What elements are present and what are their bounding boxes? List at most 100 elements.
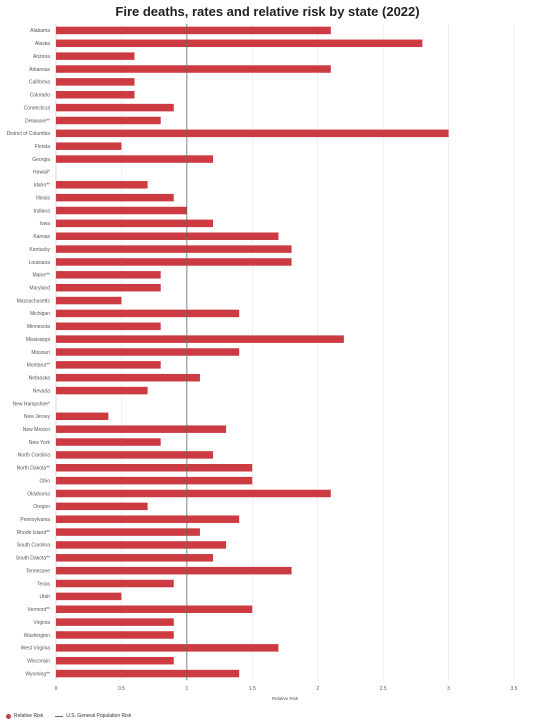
category-label-31: New Mexico xyxy=(23,427,50,433)
chart-title: Fire deaths, rates and relative risk by … xyxy=(115,4,420,19)
bar-arkansas[interactable] xyxy=(56,65,331,73)
category-labels: Alabama Alaska Arizona Arkansas California Co… xyxy=(7,28,51,677)
bar-nevada[interactable] xyxy=(56,386,148,395)
bar-new-york[interactable] xyxy=(56,438,161,446)
bar-vermont[interactable] xyxy=(56,605,253,614)
category-label-34: North Dakota** xyxy=(17,466,50,472)
category-label-6: Connecticut xyxy=(24,105,51,111)
category-label-28: Nevada xyxy=(33,388,50,394)
category-label-37: Oregon xyxy=(33,504,50,510)
bar-kansas[interactable] xyxy=(56,232,279,240)
bar-wyoming[interactable] xyxy=(56,669,240,678)
category-label-49: Wisconsin xyxy=(27,659,50,665)
bar-new-mexico[interactable] xyxy=(56,425,227,433)
category-label-1: Alaska xyxy=(35,41,50,47)
category-label-22: Michigan xyxy=(30,311,50,317)
category-label-0: Alabama xyxy=(30,28,50,34)
category-label-17: Kentucky xyxy=(29,247,50,253)
category-label-40: South Carolina xyxy=(17,543,50,549)
category-label-20: Maryland xyxy=(29,285,50,291)
bar-delaware[interactable] xyxy=(56,116,161,125)
bar-south-carolina[interactable] xyxy=(56,541,227,549)
bar-nebraska[interactable] xyxy=(56,373,200,382)
bar-mississippi[interactable] xyxy=(56,335,344,343)
x-tick-label-1: 0.5 xyxy=(118,686,125,692)
bar-texas[interactable] xyxy=(56,579,174,588)
category-label-3: Arkansas xyxy=(29,67,50,73)
category-label-25: Missouri xyxy=(31,350,50,356)
category-label-2: Arizona xyxy=(33,54,50,60)
category-label-27: Nebraska xyxy=(29,376,51,382)
bar-missouri[interactable] xyxy=(56,348,240,356)
bar-idaho[interactable] xyxy=(56,181,148,189)
category-label-47: Washington xyxy=(24,633,50,639)
category-label-50: Wyoming** xyxy=(25,671,50,677)
x-tick-labels: 0 0.5 1 1.5 2 2.5 3 3.5 xyxy=(55,686,518,692)
x-tick-label-4: 2 xyxy=(316,686,319,692)
bar-ohio[interactable] xyxy=(56,476,253,485)
bar-massachusetts[interactable] xyxy=(56,296,122,305)
category-label-11: Hawaii* xyxy=(33,170,50,176)
x-tick-label-7: 3.5 xyxy=(511,686,518,692)
bar-oregon[interactable] xyxy=(56,502,148,511)
bar-illinois[interactable] xyxy=(56,193,174,202)
bar-virginia[interactable] xyxy=(56,618,174,626)
category-label-30: New Jersey xyxy=(24,414,51,420)
bar-colorado[interactable] xyxy=(56,90,135,99)
category-label-23: Minnesota xyxy=(27,324,50,330)
x-tick-label-6: 3 xyxy=(447,686,450,692)
category-label-42: Tennessee xyxy=(26,568,50,574)
bar-alaska[interactable] xyxy=(56,39,423,48)
category-label-21: Massachusetts xyxy=(17,298,51,304)
bar-minnesota[interactable] xyxy=(56,322,161,331)
category-label-9: Florida xyxy=(35,144,51,150)
bars xyxy=(56,26,449,678)
bar-west-virginia[interactable] xyxy=(56,644,279,652)
category-label-39: Rhode Island** xyxy=(17,530,50,536)
bar-pennsylvania[interactable] xyxy=(56,515,240,523)
bar-district-of-columbia[interactable] xyxy=(56,129,449,138)
legend-item-us-general-population-risk[interactable]: U.S. General Population Risk xyxy=(55,713,131,719)
bar-rhode-island[interactable] xyxy=(56,528,200,536)
category-label-36: Oklahoma xyxy=(27,491,50,497)
bar-utah[interactable] xyxy=(56,592,122,601)
bar-maryland[interactable] xyxy=(56,283,161,292)
bar-california[interactable] xyxy=(56,78,135,86)
bar-new-jersey[interactable] xyxy=(56,412,109,421)
bar-iowa[interactable] xyxy=(56,219,214,228)
bar-wisconsin[interactable] xyxy=(56,656,174,665)
category-label-44: Utah xyxy=(39,594,50,600)
bar-connecticut[interactable] xyxy=(56,103,174,112)
category-label-19: Maine** xyxy=(32,273,50,279)
bar-kentucky[interactable] xyxy=(56,245,292,253)
bar-georgia[interactable] xyxy=(56,155,214,163)
legend-item-relative-risk[interactable]: Relative Risk xyxy=(6,713,43,719)
bar-michigan[interactable] xyxy=(56,309,240,318)
legend-label: Relative Risk xyxy=(14,713,44,719)
bar-alabama[interactable] xyxy=(56,26,331,35)
bar-north-dakota[interactable] xyxy=(56,464,253,472)
bar-arizona[interactable] xyxy=(56,52,135,60)
bar-tennessee[interactable] xyxy=(56,566,292,575)
legend-marker xyxy=(6,713,11,719)
category-label-15: Iowa xyxy=(39,221,50,227)
bar-south-dakota[interactable] xyxy=(56,554,214,562)
bar-washington[interactable] xyxy=(56,631,174,639)
bar-florida[interactable] xyxy=(56,142,122,150)
bar-louisiana[interactable] xyxy=(56,258,292,266)
legend: Relative Risk U.S. General Population Ri… xyxy=(6,711,131,721)
bar-montana[interactable] xyxy=(56,361,161,369)
bar-maine[interactable] xyxy=(56,271,161,279)
category-label-4: California xyxy=(29,80,50,86)
category-label-18: Louisiana xyxy=(29,260,51,266)
category-label-5: Colorado xyxy=(30,93,51,99)
category-label-41: South Dakota** xyxy=(16,556,50,562)
bar-indiana[interactable] xyxy=(56,206,187,215)
x-tick-label-5: 2.5 xyxy=(380,686,387,692)
category-label-43: Texas xyxy=(37,581,51,587)
bar-oklahoma[interactable] xyxy=(56,489,331,498)
category-label-33: North Carolina xyxy=(18,453,50,459)
bar-north-carolina[interactable] xyxy=(56,451,214,459)
category-label-35: Ohio xyxy=(39,478,50,484)
